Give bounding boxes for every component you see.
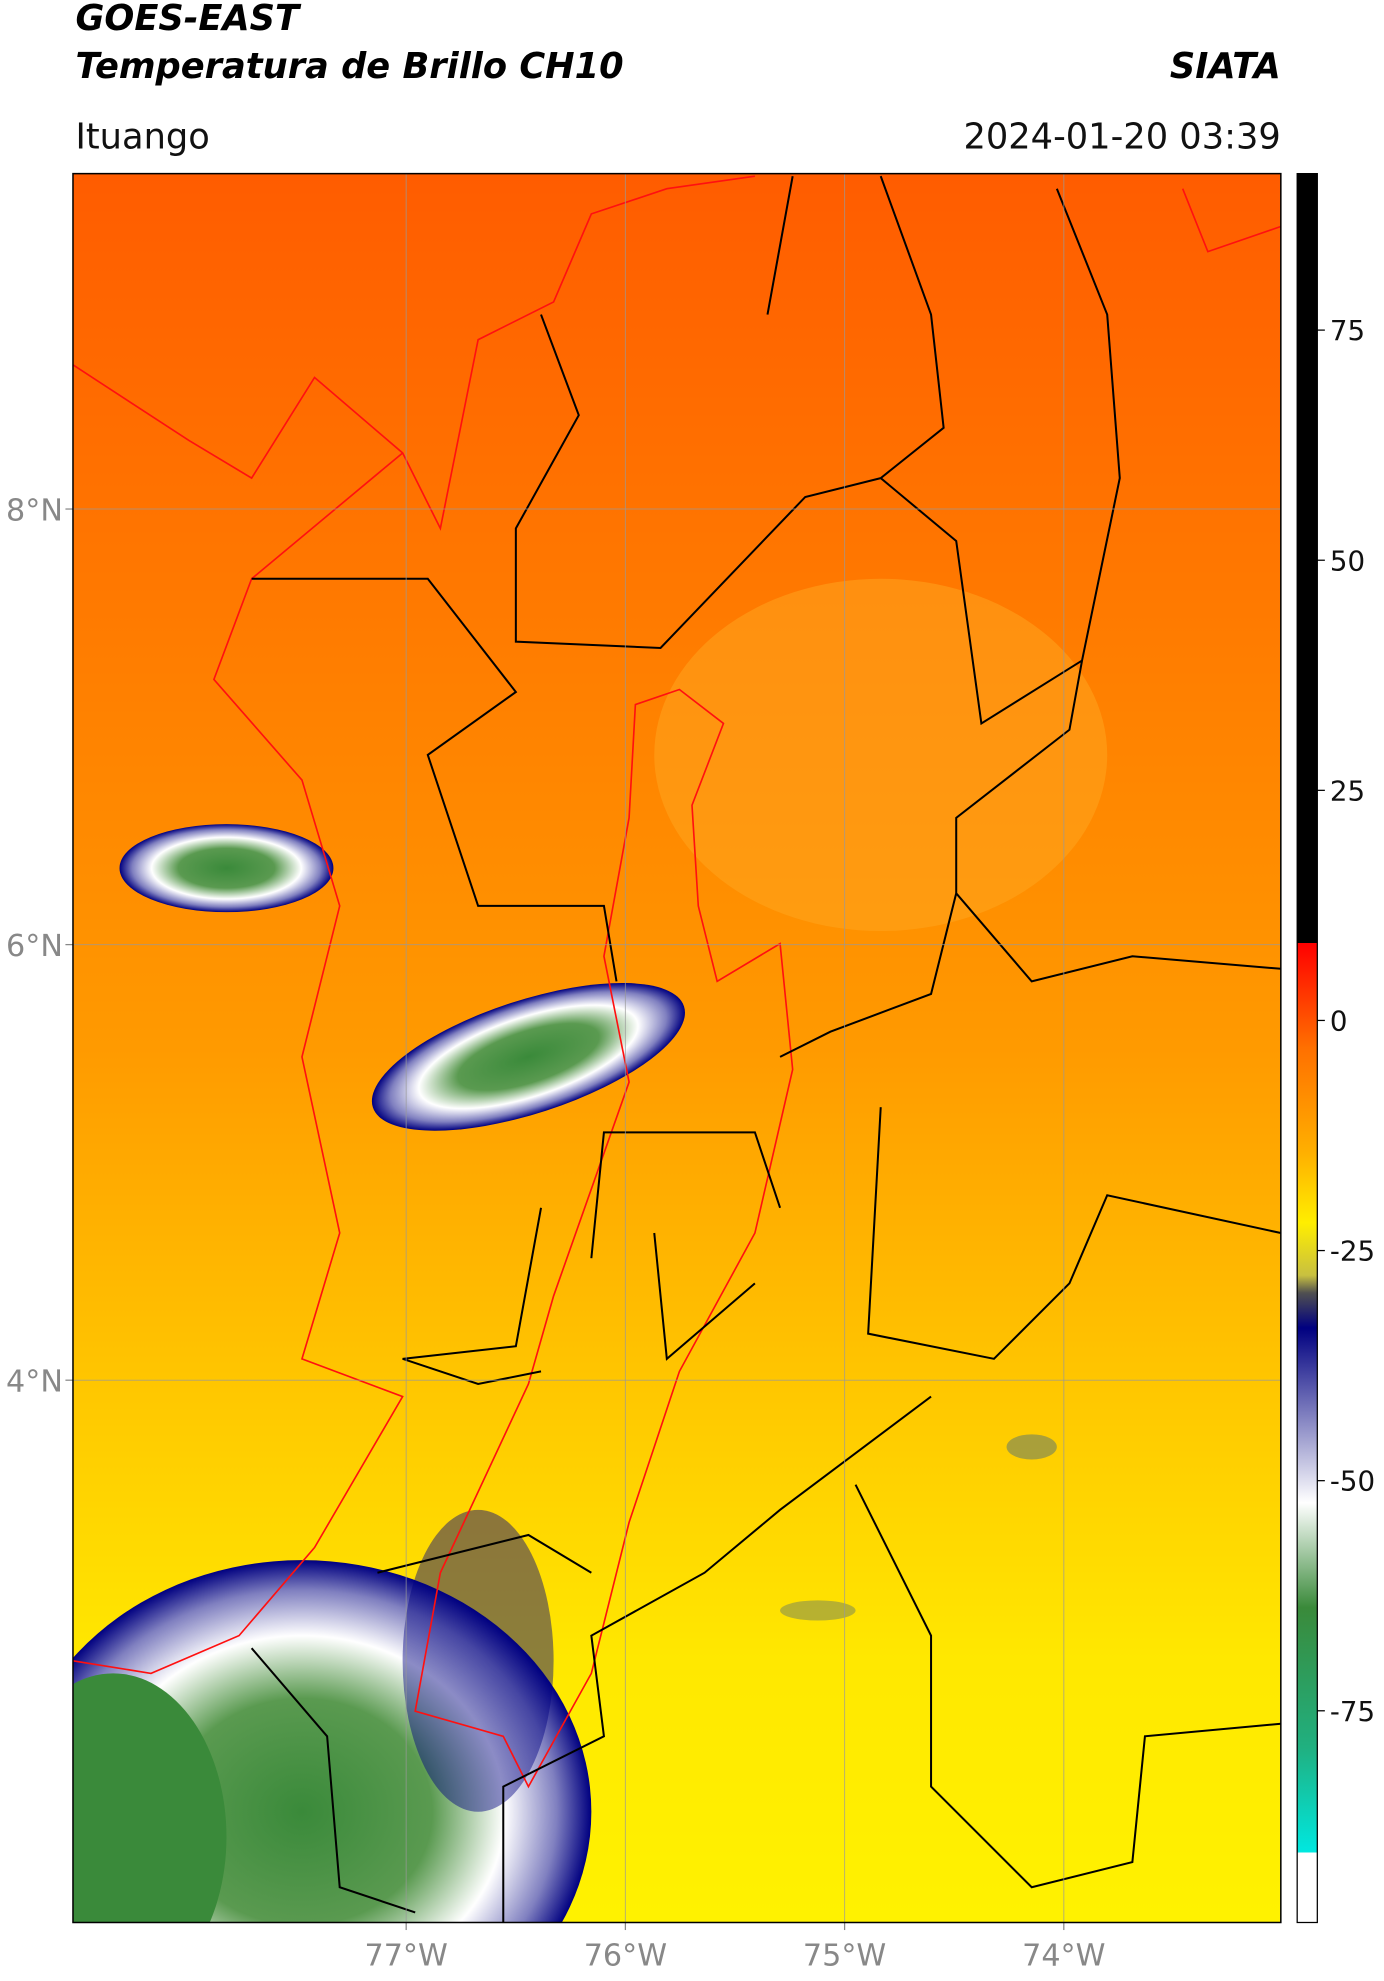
department-outline [414, 688, 794, 1789]
graticule: 8°N 6°N 4°N 77°W 76°W 75°W 74°W [6, 173, 1281, 1973]
lat-label: 4°N [6, 1365, 63, 1400]
cloud [371, 983, 685, 1131]
map-image [72, 173, 1281, 1923]
map-frame [72, 172, 1282, 1924]
location: Ituango [75, 116, 209, 157]
colorbar-label: 75 [1330, 314, 1365, 347]
cloud-spot [1006, 1434, 1057, 1460]
colorbar-label: 25 [1330, 774, 1365, 807]
lon-label: 74°W [1022, 1938, 1105, 1973]
subtitle: Temperatura de Brillo CH10 [75, 46, 623, 87]
colorbar-label: -25 [1330, 1235, 1375, 1268]
brand: SIATA [1170, 46, 1281, 87]
colorbar [1296, 172, 1318, 1924]
cloud-core [72, 1673, 227, 1923]
cloud-spot [780, 1600, 856, 1621]
title: GOES-EAST [75, 0, 302, 39]
colorbar-label: 50 [1330, 544, 1365, 577]
warm-patch [654, 578, 1108, 932]
colorbar-label: -75 [1330, 1695, 1375, 1728]
colorbar-label: 0 [1330, 1005, 1348, 1038]
lat-label: 8°N [6, 493, 63, 528]
lon-label: 76°W [584, 1938, 667, 1973]
colorbar-ticks: 75 50 25 0 -25 -50 -75 [1317, 314, 1375, 1728]
lon-label: 75°W [803, 1938, 886, 1973]
coastline [72, 175, 1281, 1675]
cloud [119, 824, 334, 913]
lon-label: 77°W [364, 1938, 447, 1973]
lat-label: 6°N [6, 929, 63, 964]
datetime: 2024-01-20 03:39 [963, 116, 1280, 157]
admin-borders [250, 175, 1281, 1923]
colorbar-label: -50 [1330, 1465, 1375, 1498]
cloud-band [402, 1509, 554, 1812]
